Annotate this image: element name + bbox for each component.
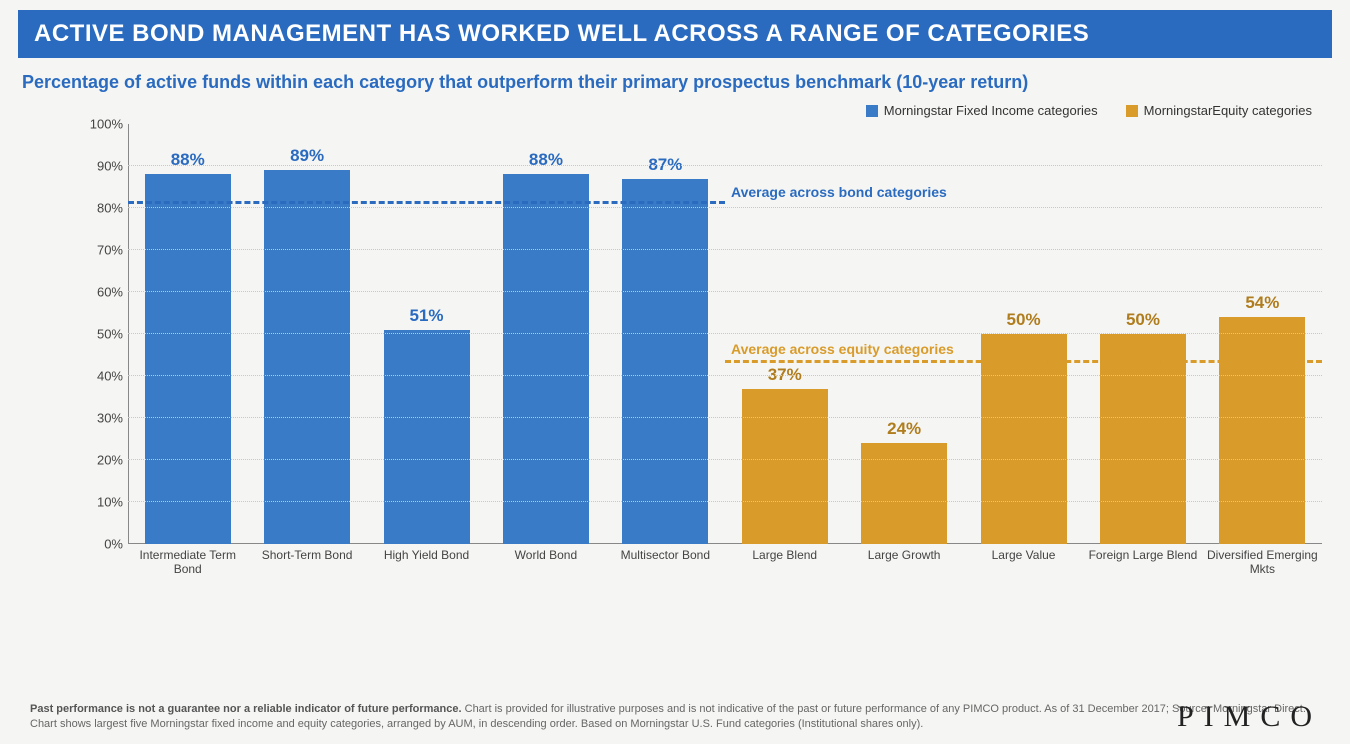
gridline	[128, 249, 1322, 250]
x-tick-label: Foreign Large Blend	[1083, 544, 1202, 594]
average-label: Average across bond categories	[731, 184, 947, 200]
legend: Morningstar Fixed Income categories Morn…	[18, 101, 1332, 124]
x-tick-label: Short-Term Bond	[247, 544, 366, 594]
bar-slot: 50%	[964, 124, 1083, 544]
bar: 50%	[981, 334, 1067, 544]
legend-label-2: MorningstarEquity categories	[1144, 103, 1312, 118]
gridline	[128, 459, 1322, 460]
x-tick-label: Intermediate Term Bond	[128, 544, 247, 594]
y-tick-label: 0%	[73, 537, 123, 552]
bar-slot: 89%	[247, 124, 366, 544]
y-tick-label: 90%	[73, 159, 123, 174]
bar: 87%	[622, 179, 708, 544]
gridline	[128, 333, 1322, 334]
bar-slot: 50%	[1083, 124, 1202, 544]
legend-item-fixed-income: Morningstar Fixed Income categories	[866, 103, 1098, 118]
legend-swatch-2	[1126, 105, 1138, 117]
bar: 50%	[1100, 334, 1186, 544]
y-tick-label: 40%	[73, 369, 123, 384]
gridline	[128, 501, 1322, 502]
x-axis-labels: Intermediate Term BondShort-Term BondHig…	[128, 544, 1322, 594]
bar-slot: 87%	[606, 124, 725, 544]
legend-swatch-1	[866, 105, 878, 117]
average-line	[128, 201, 725, 204]
title-bar: ACTIVE BOND MANAGEMENT HAS WORKED WELL A…	[18, 10, 1332, 58]
gridline	[128, 165, 1322, 166]
bar-value-label: 89%	[264, 146, 350, 166]
brand-logo: PIMCO	[1177, 700, 1322, 734]
footnote: Past performance is not a guarantee nor …	[30, 702, 1320, 732]
y-tick-label: 20%	[73, 453, 123, 468]
y-tick-label: 30%	[73, 411, 123, 426]
y-tick-label: 60%	[73, 285, 123, 300]
x-tick-label: Diversified Emerging Mkts	[1203, 544, 1322, 594]
bar: 37%	[742, 389, 828, 544]
bar: 88%	[503, 174, 589, 544]
chart: 88% 89% 51% 88% 87% 37% 24% 50% 50% 54% Intermedi…	[73, 124, 1322, 594]
legend-label-1: Morningstar Fixed Income categories	[884, 103, 1098, 118]
y-tick-label: 70%	[73, 243, 123, 258]
y-tick-label: 10%	[73, 495, 123, 510]
bar-value-label: 54%	[1219, 293, 1305, 313]
x-tick-label: Large Blend	[725, 544, 844, 594]
bar-slot: 51%	[367, 124, 486, 544]
title-text: ACTIVE BOND MANAGEMENT HAS WORKED WELL A…	[34, 20, 1089, 47]
bar-value-label: 51%	[384, 306, 470, 326]
y-tick-label: 100%	[73, 117, 123, 132]
y-tick-label: 80%	[73, 201, 123, 216]
average-label: Average across equity categories	[731, 341, 954, 357]
bar-slot: 54%	[1203, 124, 1322, 544]
subtitle: Percentage of active funds within each c…	[18, 58, 1332, 101]
bar: 89%	[264, 170, 350, 544]
gridline	[128, 207, 1322, 208]
legend-item-equity: MorningstarEquity categories	[1126, 103, 1312, 118]
bars-container: 88% 89% 51% 88% 87% 37% 24% 50% 50% 54%	[128, 124, 1322, 544]
bar-value-label: 50%	[981, 310, 1067, 330]
bar-value-label: 24%	[861, 419, 947, 439]
y-tick-label: 50%	[73, 327, 123, 342]
x-tick-label: Large Growth	[844, 544, 963, 594]
gridline	[128, 417, 1322, 418]
bar: 51%	[384, 330, 470, 544]
bar: 54%	[1219, 317, 1305, 544]
bar-value-label: 88%	[145, 150, 231, 170]
bar-value-label: 88%	[503, 150, 589, 170]
x-tick-label: High Yield Bond	[367, 544, 486, 594]
footnote-bold: Past performance is not a guarantee nor …	[30, 703, 462, 715]
gridline	[128, 291, 1322, 292]
average-line	[725, 360, 1322, 363]
bar-slot: 88%	[128, 124, 247, 544]
bar-slot: 88%	[486, 124, 605, 544]
x-tick-label: Multisector Bond	[606, 544, 725, 594]
gridline	[128, 375, 1322, 376]
bar-value-label: 50%	[1100, 310, 1186, 330]
x-tick-label: World Bond	[486, 544, 605, 594]
x-tick-label: Large Value	[964, 544, 1083, 594]
bar: 88%	[145, 174, 231, 544]
